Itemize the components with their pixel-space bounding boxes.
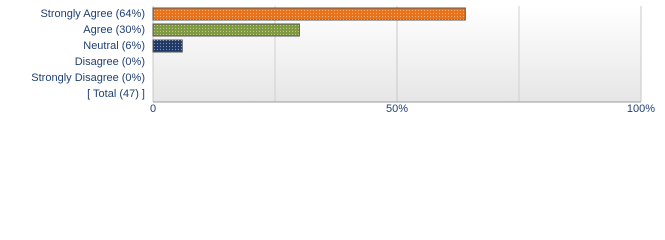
y-tick-label: Strongly Agree (64%) xyxy=(40,8,145,20)
y-tick-label: Agree (30%) xyxy=(83,24,145,36)
x-tick-label: 100% xyxy=(627,103,655,115)
y-tick-label: Neutral (6%) xyxy=(83,40,145,52)
y-tick-label: [ Total (47) ] xyxy=(87,88,145,100)
bar-texture xyxy=(153,8,466,20)
y-tick-label: Disagree (0%) xyxy=(75,56,145,68)
bar-texture xyxy=(153,40,183,52)
x-tick-label: 50% xyxy=(386,103,408,115)
y-tick-label: Strongly Disagree (0%) xyxy=(31,72,145,84)
chart: 0 50% 100% Strongly Agree (64%) Agree (30%) N… xyxy=(31,6,655,115)
bar-texture xyxy=(153,24,300,36)
x-tick-label: 0 xyxy=(150,103,156,115)
